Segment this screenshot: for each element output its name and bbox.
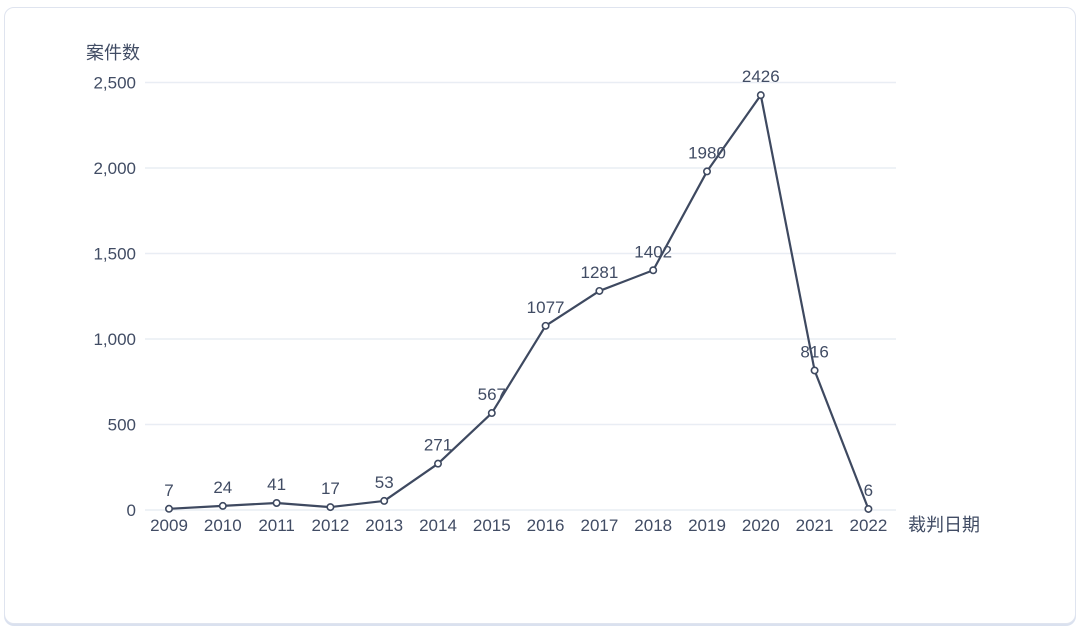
x-tick-label: 2019 (688, 516, 726, 535)
data-label-layer: 7 24 41 17 53 271 567 1077 1281 1402 1980 2426 816 6 (164, 67, 873, 500)
series-line-layer (167, 94, 870, 511)
x-tick-labels: 2009 2010 2011 2012 2013 2014 2015 2016 2017 2018… (150, 516, 887, 535)
x-tick-label: 2014 (419, 516, 457, 535)
data-point (272, 498, 281, 507)
data-point (756, 91, 765, 100)
x-tick-label: 2020 (742, 516, 780, 535)
y-axis-title: 案件数 (86, 43, 140, 63)
data-label: 1077 (527, 298, 565, 317)
y-tick-labels: 0 500 1,000 1,500 2,000 2,500 (93, 74, 136, 521)
x-tick-label: 2009 (150, 516, 188, 535)
data-label: 271 (424, 436, 452, 455)
grid-lines (145, 81, 896, 511)
data-point (649, 266, 658, 275)
data-label: 567 (478, 385, 506, 404)
data-point (326, 503, 335, 512)
data-label: 2426 (742, 67, 780, 86)
x-axis-title: 裁判日期 (908, 515, 980, 535)
y-tick-label: 2,500 (93, 74, 136, 93)
data-point (487, 409, 496, 418)
data-label: 41 (267, 475, 286, 494)
data-point (433, 459, 442, 468)
data-label: 53 (375, 473, 394, 492)
chart-card (4, 7, 1076, 624)
data-point (165, 504, 174, 513)
x-tick-label: 2017 (580, 516, 618, 535)
data-point (595, 286, 604, 295)
data-point (864, 504, 873, 513)
data-point (541, 321, 550, 330)
x-tick-label: 2011 (258, 516, 295, 535)
data-point (702, 167, 711, 176)
data-label: 1980 (688, 143, 726, 162)
data-label: 17 (321, 479, 340, 498)
y-tick-label: 1,000 (93, 330, 136, 349)
x-tick-label: 2013 (365, 516, 403, 535)
x-tick-label: 2012 (311, 516, 349, 535)
data-label: 6 (864, 481, 873, 500)
series-line (167, 94, 870, 511)
data-label: 24 (213, 478, 232, 497)
data-label: 816 (800, 342, 828, 361)
y-tick-label: 500 (108, 416, 136, 435)
x-tick-label: 2015 (473, 516, 511, 535)
data-label: 7 (164, 481, 173, 500)
data-point (810, 366, 819, 375)
x-tick-label: 2021 (796, 516, 834, 535)
x-tick-label: 2018 (634, 516, 672, 535)
x-tick-label: 2010 (204, 516, 242, 535)
data-point (380, 496, 389, 505)
data-point-layer (165, 91, 873, 513)
x-tick-label: 2016 (527, 516, 565, 535)
data-label: 1281 (580, 263, 618, 282)
y-tick-label: 1,500 (93, 245, 136, 264)
y-tick-label: 2,000 (93, 159, 136, 178)
data-point (218, 501, 227, 510)
data-label: 1402 (634, 242, 672, 261)
y-tick-label: 0 (127, 501, 136, 520)
x-tick-label: 2022 (849, 516, 887, 535)
